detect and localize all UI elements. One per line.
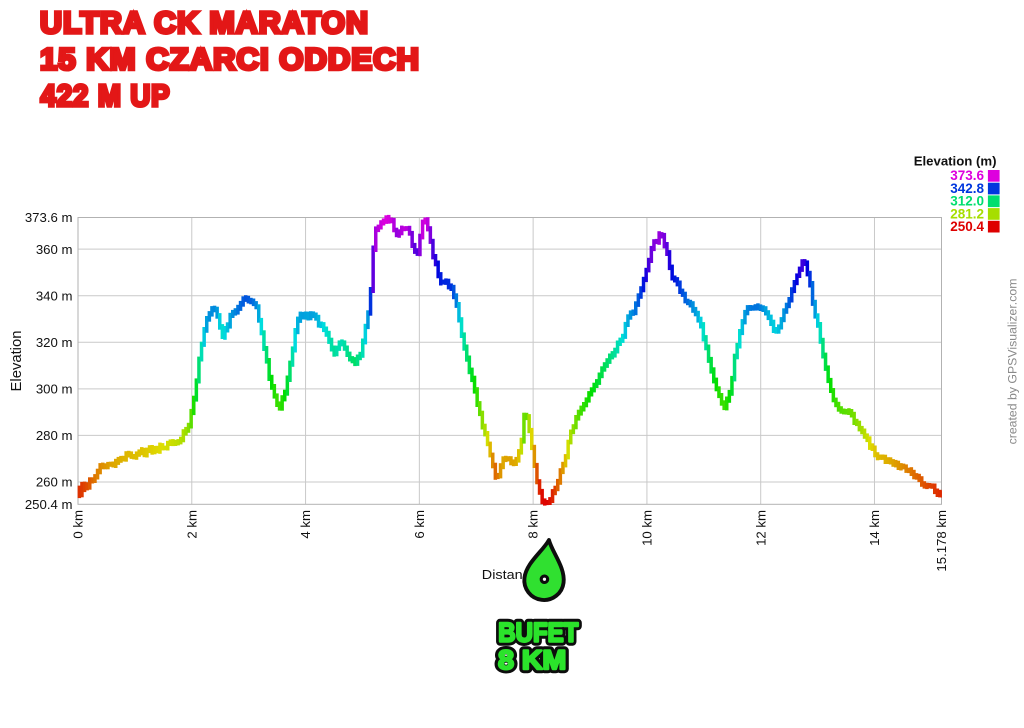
svg-text:2 km: 2 km [184,510,199,539]
svg-text:0 km: 0 km [71,510,86,539]
svg-text:312.0: 312.0 [950,194,984,209]
svg-text:250.4: 250.4 [950,219,984,234]
svg-text:Elevation: Elevation [9,331,25,392]
svg-text:250.4 m: 250.4 m [25,497,73,512]
svg-text:15 KM CZARCI ODDECH: 15 KM CZARCI ODDECH [40,43,420,77]
svg-text:342.8: 342.8 [950,181,984,196]
svg-text:ULTRA CK MARATON: ULTRA CK MARATON [40,6,369,40]
svg-text:BUFET: BUFET [498,618,578,648]
svg-text:373.6: 373.6 [950,168,984,183]
svg-text:6 km: 6 km [412,510,427,539]
svg-text:340 m: 340 m [36,288,73,303]
svg-text:4 km: 4 km [298,510,313,539]
svg-text:8 KM: 8 KM [498,645,566,675]
svg-text:422 M UP: 422 M UP [41,79,171,113]
svg-text:Elevation (m): Elevation (m) [914,153,997,168]
svg-text:260 m: 260 m [36,475,73,490]
svg-text:12 km: 12 km [753,510,768,546]
svg-text:BUFET: BUFET [498,618,578,648]
svg-text:360 m: 360 m [36,242,73,257]
svg-text:281.2: 281.2 [950,206,984,221]
svg-text:created by GPSVisualizer.com: created by GPSVisualizer.com [1006,279,1020,445]
svg-text:373.6 m: 373.6 m [25,210,73,225]
svg-text:15.178 km: 15.178 km [934,510,949,572]
svg-text:14 km: 14 km [867,510,882,546]
svg-text:8 km: 8 km [526,510,541,539]
svg-text:300 m: 300 m [36,381,73,396]
svg-text:8 KM: 8 KM [498,645,566,675]
svg-text:320 m: 320 m [36,335,73,350]
svg-text:280 m: 280 m [36,428,73,443]
svg-text:10 km: 10 km [640,510,655,546]
